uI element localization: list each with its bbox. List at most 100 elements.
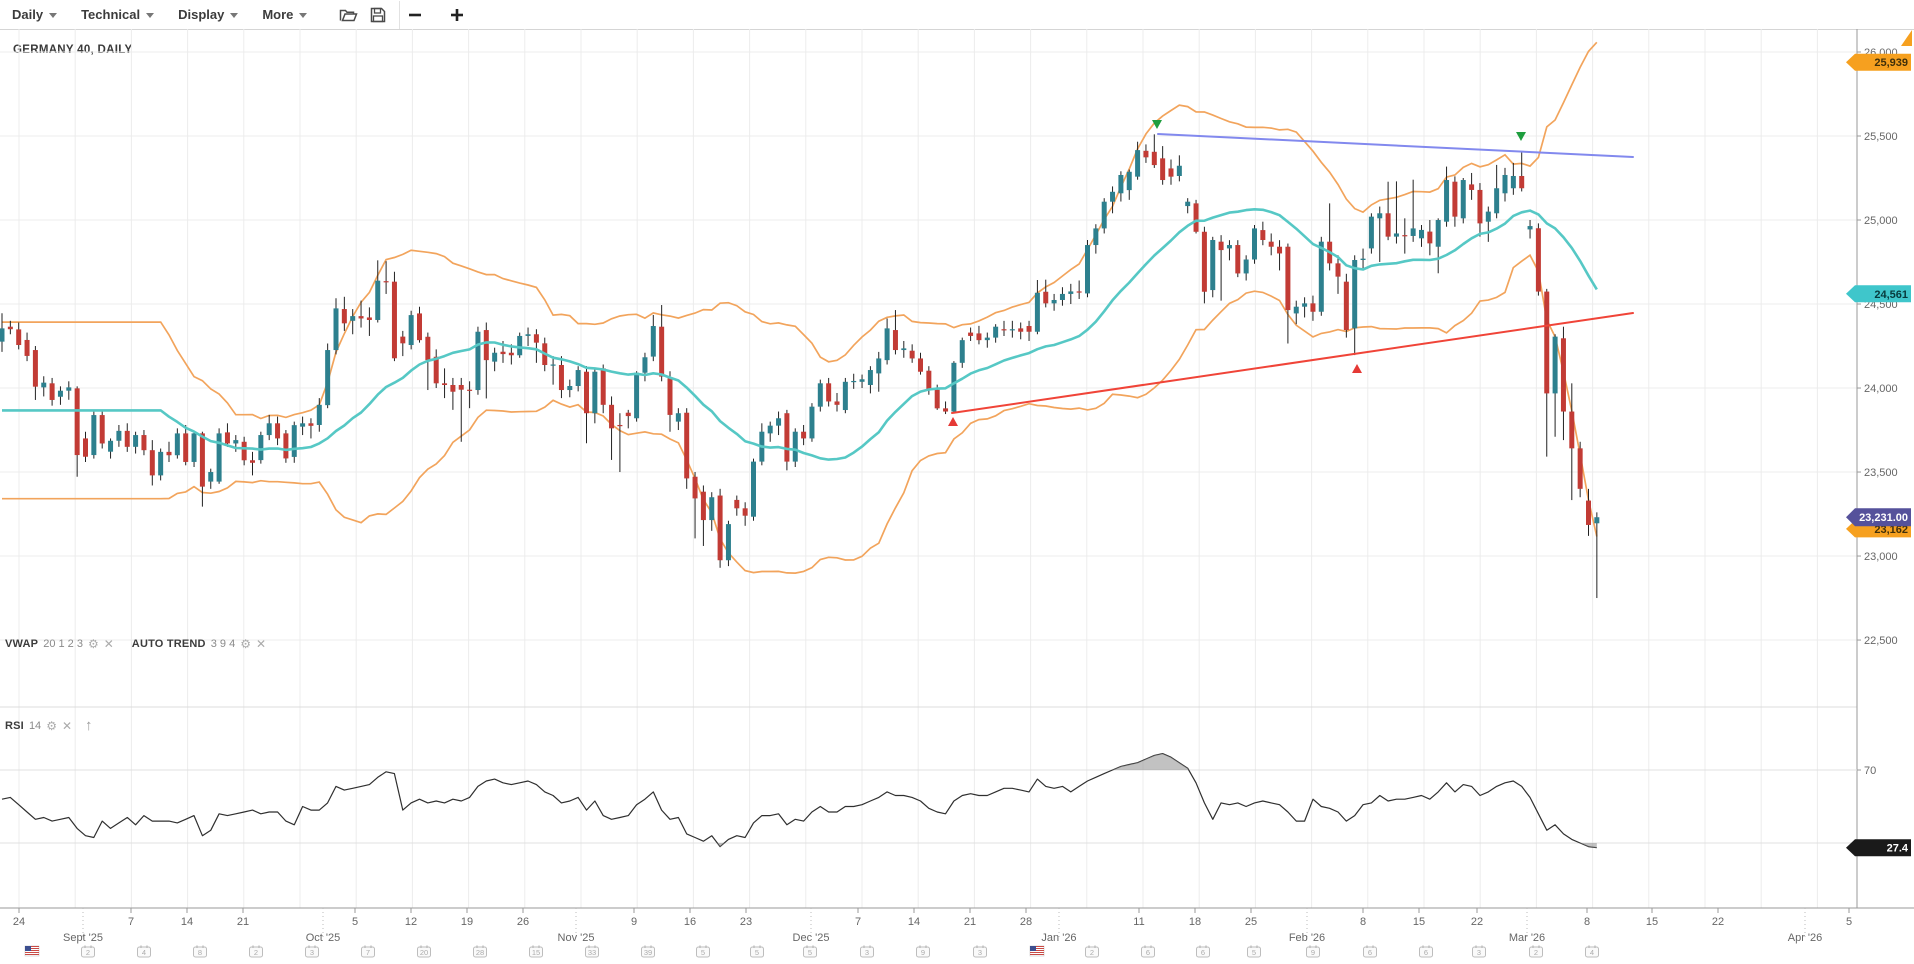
calendar-event-icon[interactable]: 9 <box>1306 945 1320 958</box>
y-axis-tick-label: 25,500 <box>1864 131 1898 143</box>
calendar-icon-part: 5 <box>755 948 759 957</box>
candle-body <box>191 433 197 462</box>
candle-body <box>659 326 665 377</box>
calendar-event-icon[interactable]: 6 <box>1419 945 1433 958</box>
display-menu[interactable]: Display <box>166 1 250 29</box>
calendar-event-icon[interactable]: 2 <box>1529 945 1543 958</box>
x-axis-day-label: 7 <box>855 916 861 928</box>
candle-body <box>1502 174 1508 194</box>
calendar-event-icon[interactable]: 6 <box>1141 945 1155 958</box>
x-axis-day-label: 26 <box>517 916 529 928</box>
candle-body <box>876 358 882 374</box>
candle-body <box>901 348 907 351</box>
candle-body <box>1285 246 1291 311</box>
y-axis-tick-label: 25,000 <box>1864 215 1898 227</box>
zoom-in-button[interactable] <box>442 1 472 29</box>
more-menu[interactable]: More <box>250 1 319 29</box>
us-flag-icon[interactable] <box>24 945 40 957</box>
calendar-event-icon[interactable]: 3 <box>860 945 874 958</box>
price-badge-0 <box>1846 53 1911 71</box>
save-chart-button[interactable] <box>363 1 393 29</box>
us-flag-part <box>25 950 39 951</box>
candle-body <box>308 423 314 426</box>
trend-pivot-marker <box>948 417 958 426</box>
rsi-remove-icon[interactable]: ✕ <box>61 719 73 733</box>
candle-body <box>1059 293 1065 300</box>
x-axis-day-label: 8 <box>1584 916 1590 928</box>
calendar-event-icon[interactable]: 3 <box>305 945 319 958</box>
zoom-out-button[interactable] <box>400 1 430 29</box>
rsi-settings-gear-icon[interactable]: ⚙ <box>46 719 57 733</box>
candle-body <box>108 440 114 452</box>
x-axis-day-label: 5 <box>352 916 358 928</box>
candle-body <box>16 329 22 346</box>
candle-body <box>951 362 957 412</box>
calendar-event-icon[interactable]: 4 <box>1585 945 1599 958</box>
calendar-event-icon[interactable]: 20 <box>417 945 431 958</box>
candle-body <box>700 491 706 521</box>
calendar-event-icon[interactable]: 3 <box>973 945 987 958</box>
candle-body <box>675 413 681 422</box>
calendar-event-icon[interactable]: 8 <box>193 945 207 958</box>
timeframe-menu[interactable]: Daily <box>0 1 69 29</box>
chart-canvas[interactable]: 26,00025,50025,00024,50024,00023,50023,0… <box>0 29 1914 964</box>
calendar-event-icon[interactable]: 6 <box>1363 945 1377 958</box>
candle-body <box>1243 259 1249 274</box>
calendar-event-icon[interactable]: 2 <box>1085 945 1099 958</box>
calendar-event-icon[interactable]: 5 <box>696 945 710 958</box>
calendar-icon-part: 4 <box>142 948 146 957</box>
technical-menu[interactable]: Technical <box>69 1 166 29</box>
calendar-event-icon[interactable]: 28 <box>473 945 487 958</box>
calendar-event-icon[interactable]: 7 <box>361 945 375 958</box>
folder-open-icon <box>339 9 358 21</box>
vwap-remove-icon[interactable]: ✕ <box>103 637 114 651</box>
calendar-event-icon[interactable]: 5 <box>750 945 764 958</box>
us-flag-part <box>25 946 31 951</box>
x-axis-day-label: 23 <box>740 916 752 928</box>
us-flag-part <box>1030 950 1044 951</box>
candle-body <box>1402 235 1408 237</box>
vwap-settings-gear-icon[interactable]: ⚙ <box>87 637 99 651</box>
x-axis-day-label: 11 <box>1133 916 1144 928</box>
candle-body <box>1569 411 1575 449</box>
candle-body <box>158 451 164 476</box>
calendar-event-icon[interactable]: 6 <box>1196 945 1210 958</box>
rsi-oversold-fill <box>1580 843 1597 848</box>
candle-body <box>926 370 932 390</box>
candle-body <box>1026 326 1032 332</box>
x-axis-day-label: 22 <box>1712 916 1724 928</box>
scroll-to-latest-marker[interactable] <box>1901 30 1912 46</box>
calendar-event-icon[interactable]: 39 <box>641 945 655 958</box>
candle-body <box>316 404 322 425</box>
us-flag-icon[interactable] <box>1029 945 1045 957</box>
calendar-event-icon[interactable]: 15 <box>529 945 543 958</box>
candle-body <box>851 380 857 383</box>
x-axis-day-label: 18 <box>1189 916 1201 928</box>
calendar-icon-part <box>1472 946 1486 958</box>
calendar-event-icon[interactable]: 4 <box>137 945 151 958</box>
calendar-event-icon[interactable]: 2 <box>81 945 95 958</box>
calendar-event-icon[interactable]: 5 <box>1247 945 1261 958</box>
x-axis-day-label: 15 <box>1413 916 1425 928</box>
calendar-event-icon[interactable]: 3 <box>1472 945 1486 958</box>
calendar-event-icon[interactable]: 5 <box>803 945 817 958</box>
autotrend-remove-icon[interactable]: ✕ <box>255 637 267 651</box>
calendar-icon-part: 20 <box>420 948 428 957</box>
rsi-move-up-icon[interactable]: ↑ <box>85 717 93 734</box>
autotrend-indicator-params: 3 9 4 <box>210 638 236 650</box>
calendar-event-icon[interactable]: 9 <box>916 945 930 958</box>
x-axis-month-label: Nov '25 <box>558 932 595 944</box>
candle-body <box>124 430 130 447</box>
calendar-icon-part <box>696 946 710 958</box>
calendar-event-icon[interactable]: 33 <box>585 945 599 958</box>
candle-body <box>350 316 356 321</box>
calendar-event-icon[interactable]: 2 <box>249 945 263 958</box>
open-chart-button[interactable] <box>333 1 363 29</box>
candle-body <box>1143 150 1149 158</box>
candle-body <box>7 326 13 330</box>
rsi-overbought-fill <box>1112 753 1189 770</box>
autotrend-settings-gear-icon[interactable]: ⚙ <box>240 637 251 651</box>
calendar-icon-part <box>361 946 375 958</box>
x-axis-month-label: Apr '26 <box>1788 932 1823 944</box>
candle-body <box>183 433 189 462</box>
